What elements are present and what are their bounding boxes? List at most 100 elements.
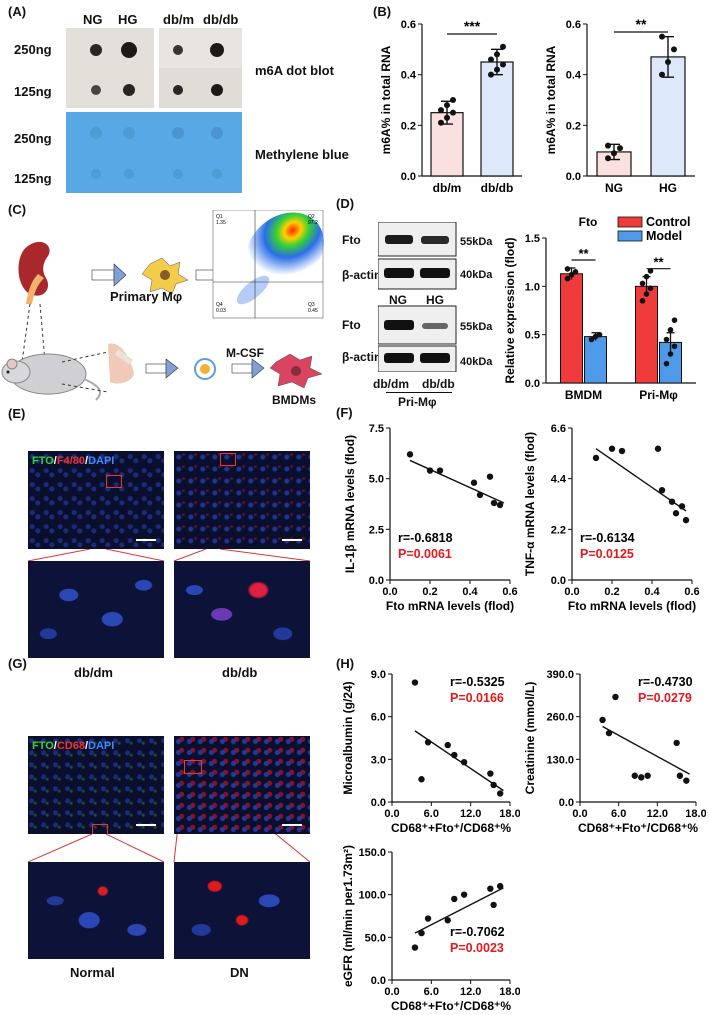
y-tick-label: 0.0 bbox=[559, 797, 574, 809]
x-tick-label: 0.0 bbox=[382, 586, 397, 598]
legend-fto-g: FTO bbox=[32, 740, 54, 752]
data-point bbox=[572, 269, 579, 275]
data-point bbox=[424, 915, 432, 922]
wb-hg-label: HG bbox=[426, 293, 444, 307]
y-tick-label: 0.0 bbox=[369, 575, 384, 587]
data-point bbox=[599, 716, 606, 724]
x-tick-label: db/db bbox=[481, 181, 514, 195]
legend-dapi: DAPI bbox=[88, 455, 115, 467]
chart-b2: 0.0 0.2 0.4 0.6 m6A% in total RNA NG HG ** bbox=[544, 16, 695, 195]
y-tick-label: 9.0 bbox=[371, 669, 386, 681]
data-point bbox=[668, 498, 676, 505]
mb-row-label-125: 125ng bbox=[14, 171, 52, 186]
data-point bbox=[612, 693, 619, 701]
y-tick-label: 0.0 bbox=[525, 378, 540, 390]
y-axis-label: m6A% in total RNA bbox=[379, 45, 393, 154]
legend-swatch bbox=[617, 216, 643, 228]
micro-e-top-left bbox=[28, 451, 164, 549]
y-axis-label: TNF-α mRNA levels (flod) bbox=[523, 432, 537, 576]
data-point bbox=[460, 758, 468, 766]
micro-e-top-right bbox=[174, 451, 310, 549]
wb-fto-label-1: Fto bbox=[342, 233, 361, 247]
micro-g-top-right bbox=[174, 736, 310, 834]
data-point bbox=[671, 317, 678, 323]
y-tick-label: 6.0 bbox=[371, 712, 386, 724]
data-point bbox=[659, 71, 665, 78]
data-point bbox=[426, 467, 434, 474]
bar bbox=[560, 273, 583, 384]
x-tick-label: 12.0 bbox=[460, 808, 481, 820]
data-point bbox=[494, 66, 500, 73]
legend-fto: FTO bbox=[32, 455, 54, 467]
data-point bbox=[450, 109, 456, 116]
facs-q1-value: 1.35 bbox=[216, 220, 226, 226]
mouse-icon bbox=[1, 353, 101, 401]
y-tick-label: 0.0 bbox=[371, 797, 386, 809]
chart-h1: 0.0 3.0 6.0 9.0 0.0 6.0 12.0 18.0CD68⁺+Fto⁺/CD6… bbox=[341, 669, 520, 835]
data-point bbox=[643, 273, 650, 280]
x-tick-label: 0.4 bbox=[644, 586, 660, 598]
panel-label-e: (E) bbox=[8, 406, 26, 421]
data-point bbox=[490, 499, 498, 507]
y-tick-label: 4.4 bbox=[551, 474, 567, 486]
sig-stars: ** bbox=[636, 16, 647, 32]
y-tick-label: 260.0 bbox=[546, 712, 574, 724]
data-point bbox=[647, 285, 654, 292]
chart-h2: 0.0 130.0 260.0 390.0 0.0 6.0 12.0 18.0CD68⁺+Ft… bbox=[523, 669, 706, 835]
x-tick-label: 0.4 bbox=[462, 586, 478, 598]
r-value: r=-0.6134 bbox=[580, 531, 635, 545]
y-tick-label: 0.0 bbox=[401, 171, 416, 183]
data-point bbox=[444, 917, 451, 924]
y-tick-label: 3.0 bbox=[371, 754, 386, 766]
data-point bbox=[588, 336, 595, 343]
facs-q2: Q2 bbox=[308, 214, 315, 220]
y-axis-label: eGFR (ml/min per1.73m²) bbox=[341, 845, 355, 987]
panel-label-b: (B) bbox=[373, 4, 392, 19]
x-tick-label: 0.2 bbox=[604, 586, 619, 598]
x-tick-label: 18.0 bbox=[685, 808, 706, 820]
x-tick-label: 12.0 bbox=[647, 808, 668, 820]
kidney-icon bbox=[18, 241, 50, 304]
chart-h3: 0.0 50.0 100.0 150.0 0.0 6.0 12.0 18.0CD68⁺+Fto… bbox=[341, 845, 520, 1013]
row-label-250: 250ng bbox=[14, 42, 52, 57]
micro-e-label-right: db/db bbox=[222, 665, 258, 680]
data-point bbox=[638, 774, 645, 781]
data-point bbox=[488, 56, 494, 63]
wb-dbdb-label: db/db bbox=[422, 377, 455, 391]
bar bbox=[480, 61, 514, 177]
x-tick-label: db/m bbox=[433, 181, 462, 195]
panel-label-g: (G) bbox=[8, 656, 27, 671]
r-value: r=-0.4730 bbox=[638, 675, 693, 689]
legend-label: Model bbox=[646, 229, 682, 243]
data-point bbox=[460, 891, 468, 898]
r-value: r=-0.5325 bbox=[450, 675, 505, 689]
micro-e-label-left: db/dm bbox=[74, 665, 113, 680]
legend-cd68: CD68 bbox=[56, 740, 85, 752]
micro-g-legend: FTO/CD68/DAPI bbox=[32, 740, 115, 752]
wb-kda40-1: 40kDa bbox=[460, 269, 493, 281]
data-point bbox=[611, 150, 617, 157]
bmdm-label: BMDMs bbox=[272, 393, 316, 407]
y-tick-label: 0.5 bbox=[525, 330, 540, 342]
x-tick-label: 0.0 bbox=[572, 808, 587, 820]
wb-kda55-2: 55kDa bbox=[460, 321, 493, 333]
data-point bbox=[490, 901, 497, 909]
col-label-dbdb: db/db bbox=[203, 12, 239, 27]
panel-label-c: (C) bbox=[8, 202, 27, 217]
methylene-blue-label: Methylene blue bbox=[255, 147, 349, 162]
dot-blot-membranes bbox=[66, 28, 242, 193]
r-value: r=-0.6818 bbox=[398, 531, 453, 545]
col-label-hg: HG bbox=[118, 12, 138, 27]
micro-e-bottom-right bbox=[174, 561, 310, 658]
data-point bbox=[424, 739, 432, 746]
fit-line bbox=[414, 887, 504, 934]
data-point bbox=[411, 944, 419, 951]
data-point bbox=[436, 467, 444, 474]
data-point bbox=[564, 266, 571, 272]
x-tick-label: 18.0 bbox=[499, 986, 520, 998]
mcsf-label: M-CSF bbox=[226, 346, 264, 360]
data-point bbox=[676, 772, 684, 779]
data-point bbox=[639, 280, 646, 287]
